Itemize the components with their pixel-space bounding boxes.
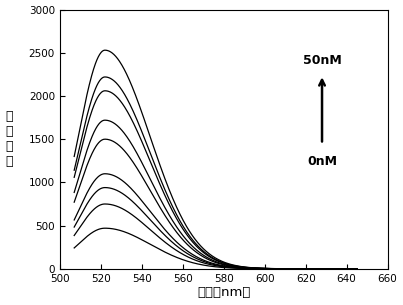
Text: 50nM: 50nM xyxy=(303,54,341,66)
Text: 0nM: 0nM xyxy=(307,155,337,168)
X-axis label: 波长（nm）: 波长（nm） xyxy=(197,286,250,300)
Y-axis label: 荧
光
强
度: 荧 光 强 度 xyxy=(6,110,13,168)
